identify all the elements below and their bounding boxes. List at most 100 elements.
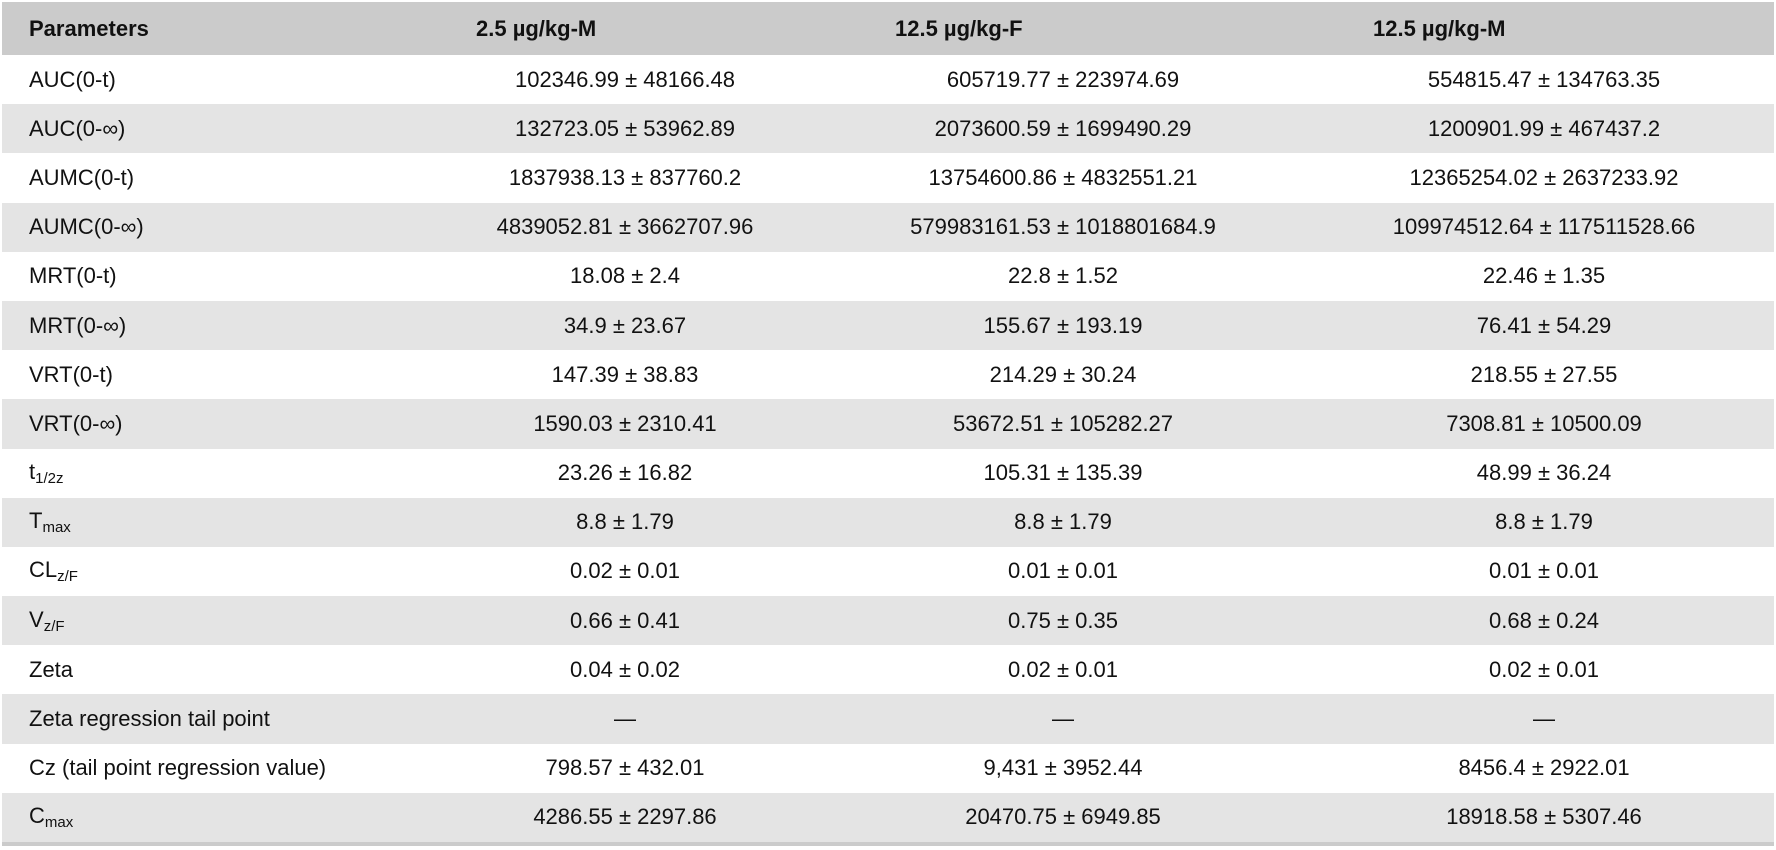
table-row: t1/2z 23.26 ± 16.82 105.31 ± 135.39 48.99 ±…: [2, 449, 1774, 498]
parameter-label: CL: [29, 557, 58, 583]
header-parameters: Parameters: [29, 15, 149, 41]
header-group-2: 12.5 µg/kg-F: [895, 15, 1023, 41]
value-cell: 147.39 ± 38.83: [551, 361, 699, 387]
value-cell: 579983161.53 ± 1018801684.9: [910, 214, 1216, 240]
table-row: CLz/F 0.02 ± 0.01 0.01 ± 0.01 0.01 ± 0.01: [2, 547, 1774, 596]
value-cell: —: [1052, 706, 1074, 732]
value-cell: 23.26 ± 16.82: [557, 460, 693, 486]
parameter-label: T: [29, 508, 43, 534]
parameter-label: MRT(0-t): [29, 263, 117, 289]
parameter-name: CLz/F: [2, 557, 460, 585]
parameter-label: AUC(0-t): [29, 66, 116, 92]
parameter-label: t: [29, 459, 36, 485]
value-cell: 48.99 ± 36.24: [1476, 460, 1612, 486]
parameter-name: Tmax: [2, 508, 460, 536]
parameter-name: AUC(0-∞): [2, 116, 460, 142]
table-bottom-border: [2, 842, 1774, 846]
value-cell: 34.9 ± 23.67: [563, 312, 687, 338]
parameter-label: MRT(0-∞): [29, 312, 127, 338]
table-row: MRT(0-t) 18.08 ± 2.4 22.8 ± 1.52 22.46 ± 1.…: [2, 252, 1774, 301]
parameter-name: AUMC(0-t): [2, 165, 460, 191]
value-cell: 8.8 ± 1.79: [1495, 509, 1593, 535]
header-group-1: 2.5 µg/kg-M: [476, 15, 597, 41]
parameter-subscript: max: [42, 519, 71, 537]
value-cell: 214.29 ± 30.24: [989, 361, 1137, 387]
parameter-name: Zeta regression tail point: [2, 706, 460, 732]
value-cell: 105.31 ± 135.39: [983, 460, 1143, 486]
value-cell: 0.01 ± 0.01: [1489, 558, 1599, 584]
value-cell: 2073600.59 ± 1699490.29: [934, 115, 1192, 141]
value-cell: 0.75 ± 0.35: [1008, 607, 1118, 633]
parameter-name: VRT(0-∞): [2, 411, 460, 437]
value-cell: 0.02 ± 0.01: [1489, 656, 1599, 682]
parameter-label: VRT(0-t): [29, 361, 113, 387]
header-group-3: 12.5 µg/kg-M: [1373, 15, 1506, 41]
table-row: Cz (tail point regression value) 798.57 ±…: [2, 744, 1774, 793]
value-cell: 1590.03 ± 2310.41: [533, 410, 717, 436]
value-cell: 0.01 ± 0.01: [1008, 558, 1118, 584]
table-row: VRT(0-∞) 1590.03 ± 2310.41 53672.51 ± 1052…: [2, 399, 1774, 449]
table-row: AUC(0-t) 102346.99 ± 48166.48 605719.77 ± …: [2, 55, 1774, 104]
value-cell: 0.02 ± 0.01: [570, 558, 680, 584]
value-cell: 109974512.64 ± 117511528.66: [1392, 214, 1696, 240]
table-row: AUC(0-∞) 132723.05 ± 53962.89 2073600.59 ±…: [2, 104, 1774, 154]
value-cell: 132723.05 ± 53962.89: [514, 115, 736, 141]
table-header-row: Parameters 2.5 µg/kg-M 12.5 µg/kg-F 12.5…: [2, 2, 1774, 55]
parameter-label: V: [29, 606, 44, 632]
parameter-subscript: 1/2z: [35, 470, 64, 488]
parameter-subscript: z/F: [43, 617, 65, 635]
parameter-label: Cz (tail point regression value): [29, 755, 327, 781]
value-cell: 1200901.99 ± 467437.2: [1427, 115, 1661, 141]
value-cell: 0.04 ± 0.02: [570, 656, 680, 682]
value-cell: 0.02 ± 0.01: [1008, 656, 1118, 682]
value-cell: 12365254.02 ± 2637233.92: [1409, 164, 1679, 190]
value-cell: 76.41 ± 54.29: [1476, 312, 1612, 338]
parameter-name: MRT(0-∞): [2, 313, 460, 339]
value-cell: 7308.81 ± 10500.09: [1446, 410, 1642, 436]
value-cell: —: [1533, 706, 1555, 732]
table-row: Zeta regression tail point — — —: [2, 694, 1774, 744]
parameter-name: MRT(0-t): [2, 263, 460, 289]
parameter-subscript: z/F: [57, 568, 78, 586]
value-cell: 22.8 ± 1.52: [1008, 263, 1118, 289]
parameter-label: VRT(0-∞): [29, 410, 123, 436]
value-cell: 8456.4 ± 2922.01: [1458, 755, 1630, 781]
parameter-name: AUC(0-t): [2, 67, 460, 93]
value-cell: 20470.75 ± 6949.85: [965, 804, 1161, 830]
parameter-name: Cmax: [2, 803, 460, 831]
value-cell: 8.8 ± 1.79: [1014, 509, 1112, 535]
table-row: Vz/F 0.66 ± 0.41 0.75 ± 0.35 0.68 ± 0.24: [2, 596, 1774, 646]
table-row: AUMC(0-∞) 4839052.81 ± 3662707.96 57998316…: [2, 202, 1774, 252]
parameter-name: AUMC(0-∞): [2, 214, 460, 240]
value-cell: 4286.55 ± 2297.86: [533, 804, 717, 830]
parameter-name: t1/2z: [2, 459, 460, 487]
value-cell: 1837938.13 ± 837760.2: [508, 164, 742, 190]
parameter-name: Cz (tail point regression value): [2, 755, 460, 781]
value-cell: 798.57 ± 432.01: [545, 755, 705, 781]
value-cell: 8.8 ± 1.79: [576, 509, 674, 535]
value-cell: —: [614, 706, 636, 732]
parameter-name: Zeta: [2, 657, 460, 683]
value-cell: 18918.58 ± 5307.46: [1446, 804, 1642, 830]
table-row: VRT(0-t) 147.39 ± 38.83 214.29 ± 30.24 218.…: [2, 350, 1774, 399]
value-cell: 605719.77 ± 223974.69: [946, 66, 1180, 92]
value-cell: 218.55 ± 27.55: [1470, 361, 1618, 387]
value-cell: 22.46 ± 1.35: [1482, 263, 1606, 289]
value-cell: 0.66 ± 0.41: [570, 607, 680, 633]
parameter-label: AUC(0-∞): [29, 115, 126, 141]
value-cell: 102346.99 ± 48166.48: [514, 66, 736, 92]
table-row: AUMC(0-t) 1837938.13 ± 837760.2 13754600.8…: [2, 153, 1774, 202]
parameter-label: AUMC(0-∞): [29, 214, 144, 240]
table-row: Zeta 0.04 ± 0.02 0.02 ± 0.01 0.02 ± 0.01: [2, 645, 1774, 694]
parameter-label: Zeta regression tail point: [29, 706, 270, 732]
table-row: MRT(0-∞) 34.9 ± 23.67 155.67 ± 193.19 76.41…: [2, 300, 1774, 351]
value-cell: 9,431 ± 3952.44: [983, 755, 1143, 781]
value-cell: 53672.51 ± 105282.27: [952, 410, 1174, 436]
value-cell: 13754600.86 ± 4832551.21: [928, 164, 1198, 190]
value-cell: 554815.47 ± 134763.35: [1427, 66, 1661, 92]
value-cell: 18.08 ± 2.4: [570, 263, 680, 289]
table-row: Cmax 4286.55 ± 2297.86 20470.75 ± 6949.85 1…: [2, 792, 1774, 842]
parameter-name: Vz/F: [2, 607, 460, 635]
table-row: Tmax 8.8 ± 1.79 8.8 ± 1.79 8.8 ± 1.79: [2, 497, 1774, 547]
